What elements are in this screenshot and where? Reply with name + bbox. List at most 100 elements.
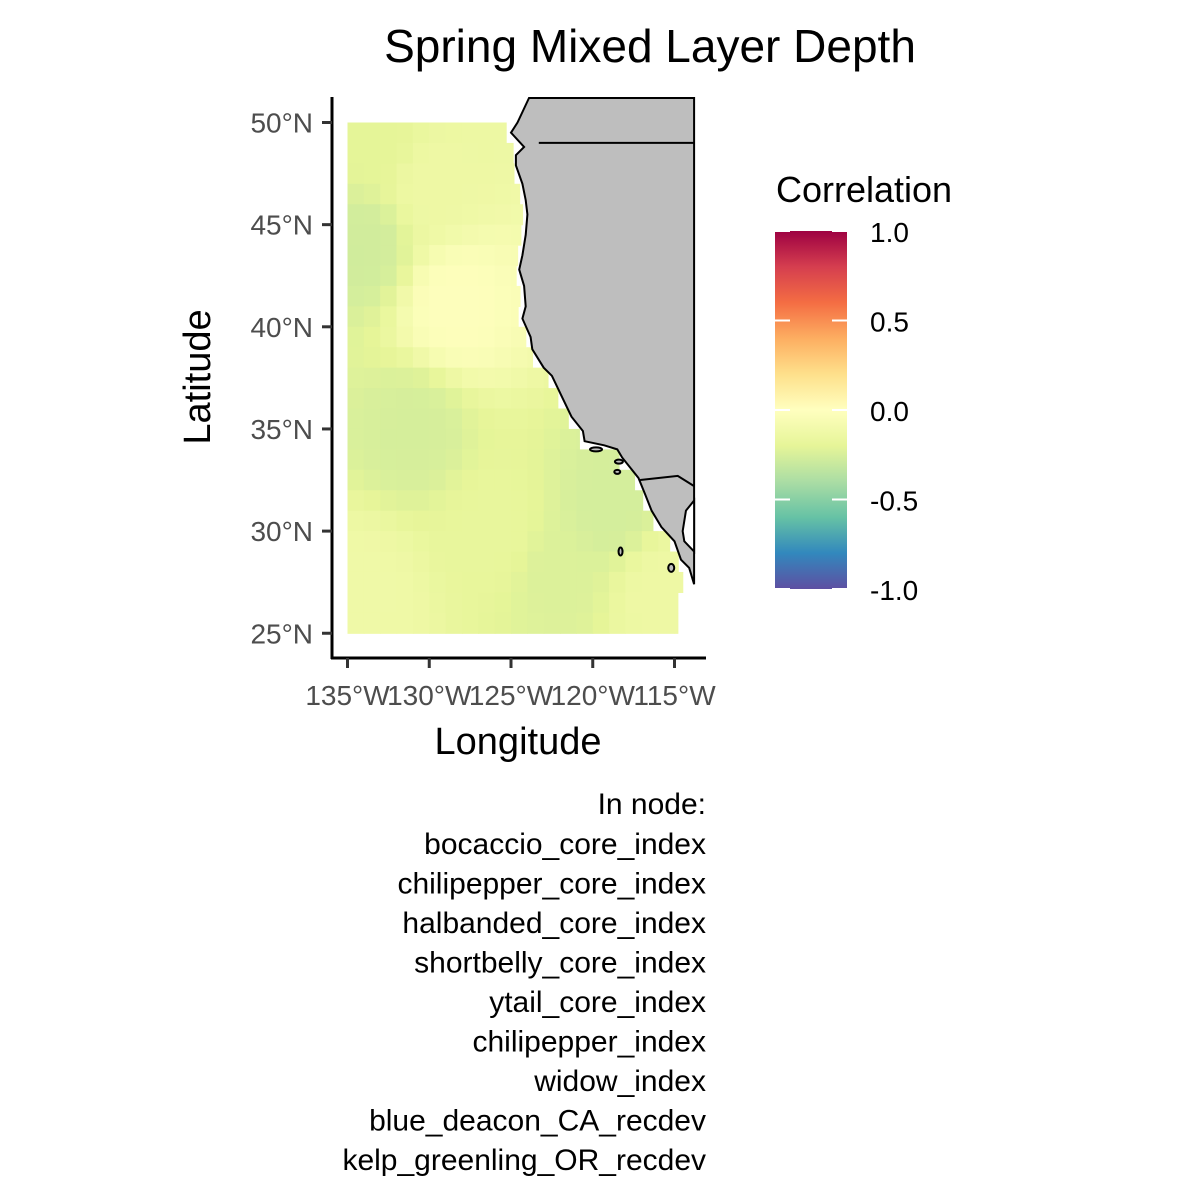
raster-cell [543,408,561,430]
raster-cell [429,326,447,348]
raster-cell [396,285,414,307]
raster-cell [592,551,610,573]
raster-cell [347,224,365,246]
islands [589,446,676,573]
raster-cell [347,265,365,287]
y-tick-label: 50°N [250,108,313,139]
raster-cell [478,163,496,185]
raster-cell [396,592,414,614]
raster-cell [347,408,365,430]
raster-cell [363,245,381,267]
gulf-of-california [681,497,696,555]
raster-cell [461,224,479,246]
raster-cell [576,571,594,593]
raster-cell [380,469,398,491]
raster-cell [396,449,414,471]
raster-cell [445,285,463,307]
raster-cell [641,510,654,532]
raster-cell [396,367,414,389]
raster-cell [560,592,577,614]
raster-cell [560,531,577,553]
raster-cell [625,531,643,553]
caption-item: halbanded_core_index [402,907,706,940]
raster-cell [625,612,643,634]
raster-cell [461,490,479,512]
raster-cell [494,183,512,205]
raster-cell [511,490,528,512]
raster-cell [412,490,430,512]
raster-cell [511,592,528,614]
raster-cell [347,612,365,634]
raster-cell [363,163,381,185]
caption-item: kelp_greenling_OR_recdev [342,1144,706,1177]
island [613,458,624,465]
raster-cell [592,449,610,471]
raster-cell [461,306,479,328]
raster-cell [560,551,577,573]
raster-cell [478,612,496,634]
raster-cell [347,122,365,144]
raster-cell [478,367,496,389]
raster-cell [396,245,414,267]
raster-cell [592,592,610,614]
raster-cell [511,408,528,430]
raster-cell [445,531,463,553]
raster-cell [396,183,414,205]
raster-cell [363,469,381,491]
raster-cell [380,224,398,246]
raster-cell [461,347,479,369]
raster-cell [380,163,398,185]
raster-cell [543,510,561,532]
raster-cell [511,204,524,226]
raster-cell [527,592,545,614]
raster-cell [527,531,545,553]
raster-cell [363,571,381,593]
island [613,468,622,475]
raster-cell [543,592,561,614]
raster-cell [412,326,430,348]
y-tick-label: 45°N [250,210,313,241]
raster-cell [380,367,398,389]
raster-cell [412,408,430,430]
raster-cell [380,490,398,512]
raster-cell [461,265,479,287]
raster-cell [494,490,512,512]
raster-cell [609,531,627,553]
raster-cell [412,531,430,553]
raster-cell [380,183,398,205]
raster-cell [494,122,507,144]
raster-cell [380,531,398,553]
raster-cell [461,388,479,410]
raster-cell [380,285,398,307]
raster-cell [461,183,479,205]
raster-cell [429,122,447,144]
raster-cell [380,612,398,634]
raster-cell [527,347,534,369]
raster-cell [494,408,512,430]
caption-items: bocaccio_core_index chilipepper_core_inde… [342,828,706,1177]
raster-cell [576,469,594,491]
raster-cell [494,469,512,491]
raster-cell [461,571,479,593]
raster-cell [380,408,398,430]
raster-cell [347,163,365,185]
raster-cell [429,531,447,553]
raster-cell [576,592,594,614]
y-axis-ticks: 25°N 30°N 35°N 40°N 45°N 50°N [250,108,332,649]
legend-tick-label: 0.5 [870,307,909,338]
raster-cell [445,510,463,532]
x-axis-title: Longitude [435,721,602,763]
raster-cell [543,490,561,512]
raster-cell [609,449,620,471]
raster-cell [347,245,365,267]
raster-cell [363,612,381,634]
raster-cell [396,551,414,573]
raster-cell [494,306,512,328]
raster-cell [478,428,496,450]
caption-item: blue_deacon_CA_recdev [369,1105,706,1138]
raster-cell [380,592,398,614]
raster-cell [560,469,577,491]
raster-cell [347,388,365,410]
raster-cell [445,367,463,389]
island [617,546,624,557]
